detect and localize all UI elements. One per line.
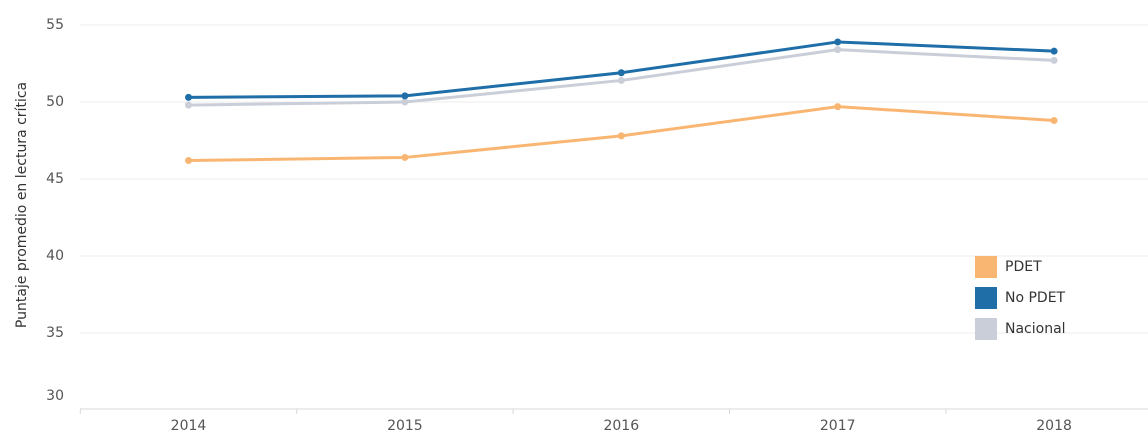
point (834, 38, 842, 46)
legend-label: Nacional (1005, 321, 1066, 337)
x-tick-label: 2017 (820, 418, 856, 434)
legend-swatch (975, 287, 997, 309)
point (185, 93, 192, 101)
point (1050, 56, 1058, 64)
point (834, 103, 842, 111)
point (1050, 47, 1058, 55)
y-axis-label: Puntaje promedio en lectura crítica (14, 82, 30, 328)
x-tick-label: 2016 (603, 418, 639, 434)
point (185, 157, 192, 165)
y-tick-label: 35 (46, 325, 64, 341)
point (185, 101, 192, 109)
legend-swatch (975, 318, 997, 340)
legend-swatch (975, 256, 997, 278)
y-tick-label: 30 (46, 388, 64, 404)
point (401, 98, 409, 106)
point (1050, 116, 1058, 124)
y-tick-label: 55 (46, 17, 64, 33)
point (401, 92, 409, 100)
legend-label: No PDET (1005, 290, 1066, 306)
point (617, 69, 625, 77)
point (617, 132, 625, 140)
y-tick-label: 40 (46, 248, 64, 264)
x-tick-label: 2014 (171, 418, 207, 434)
x-tick-label: 2018 (1036, 418, 1072, 434)
x-tick-label: 2015 (387, 418, 423, 434)
point (834, 46, 842, 54)
point (617, 76, 625, 84)
legend-label: PDET (1005, 259, 1042, 275)
point (401, 153, 409, 161)
y-tick-label: 45 (46, 171, 64, 187)
y-tick-label: 50 (46, 94, 64, 110)
